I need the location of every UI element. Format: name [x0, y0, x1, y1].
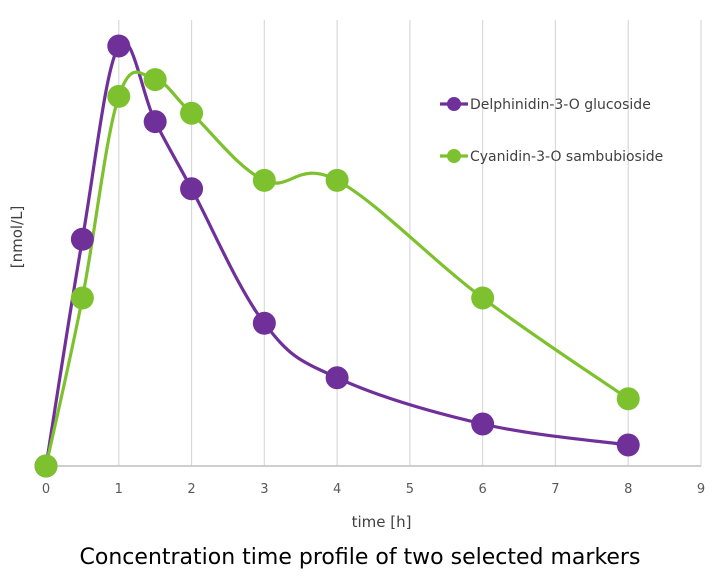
legend-marker [447, 97, 461, 111]
x-tick-label: 9 [697, 482, 705, 497]
data-point [616, 433, 640, 457]
grid-lines [118, 20, 702, 466]
data-point [471, 412, 495, 436]
x-tick-labels: 0 1 2 3 4 5 6 7 8 9 [42, 482, 705, 497]
data-points [34, 34, 640, 478]
data-point [143, 110, 167, 134]
data-point [107, 84, 131, 108]
chart-title: Concentration time profile of two select… [80, 545, 641, 570]
y-axis-label: [nmol/L] [8, 206, 26, 269]
data-point [252, 168, 276, 192]
x-tick-label: 7 [551, 482, 559, 497]
x-tick-label: 5 [406, 482, 414, 497]
data-point [180, 177, 204, 201]
data-point [180, 101, 204, 125]
legend-marker [447, 149, 461, 163]
legend-label: Cyanidin-3-O sambubioside [470, 149, 663, 165]
x-tick-label: 6 [479, 482, 487, 497]
data-point [107, 34, 131, 58]
x-tick-label: 1 [115, 482, 123, 497]
x-tick-label: 2 [187, 482, 195, 497]
data-point [70, 286, 94, 310]
data-point [616, 387, 640, 411]
data-point [325, 366, 349, 390]
data-point [34, 454, 58, 478]
x-tick-label: 0 [42, 482, 50, 497]
legend-label: Delphinidin-3-O glucoside [470, 97, 651, 113]
x-tick-label: 4 [333, 482, 341, 497]
x-axis-label: time [h] [352, 513, 412, 531]
x-tick-label: 8 [624, 482, 632, 497]
data-point [252, 311, 276, 335]
data-point [471, 286, 495, 310]
data-point [325, 168, 349, 192]
x-tick-label: 3 [260, 482, 268, 497]
data-point [143, 68, 167, 92]
data-point [70, 227, 94, 251]
legend: Delphinidin-3-O glucoside Cyanidin-3-O sa… [440, 97, 663, 165]
